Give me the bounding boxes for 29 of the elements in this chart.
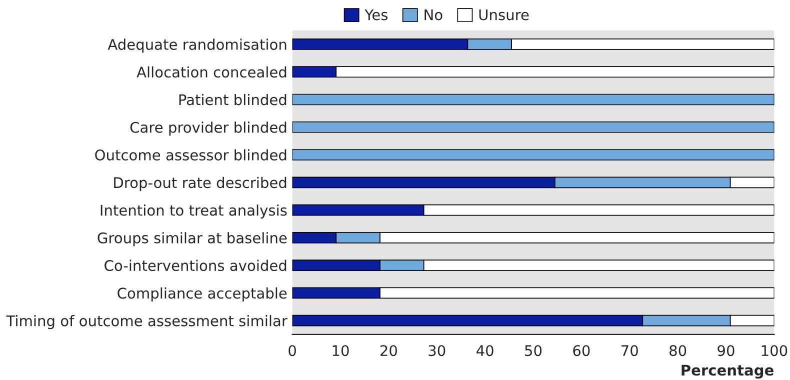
y-tick-label: Groups similar at baseline bbox=[98, 232, 287, 246]
y-tick-label: Patient blinded bbox=[179, 94, 286, 106]
x-tick-label: 90 bbox=[718, 345, 734, 356]
x-tick-label: 80 bbox=[670, 345, 686, 356]
x-tick-label: 30 bbox=[428, 345, 446, 356]
legend-label: Unsure bbox=[479, 9, 529, 20]
bar bbox=[292, 149, 774, 160]
y-tick-label: Allocation concealed bbox=[136, 66, 286, 78]
x-tick-label: 40 bbox=[476, 345, 494, 356]
y-tick-label: Co-interventions avoided bbox=[104, 260, 286, 272]
x-tick-label: 0 bbox=[288, 345, 296, 356]
y-tick-label: Compliance acceptable bbox=[118, 287, 287, 302]
bar bbox=[292, 121, 774, 133]
x-tick-label: 70 bbox=[622, 345, 638, 356]
y-tick-label: Care provider blinded bbox=[130, 122, 286, 136]
x-axis-title: Percentage bbox=[682, 364, 774, 379]
x-tick-label: 100 bbox=[762, 345, 788, 356]
legend-label: No bbox=[424, 9, 442, 20]
y-tick-label: Drop-out rate described bbox=[114, 176, 286, 191]
y-tick-label: Outcome assessor blinded bbox=[95, 149, 286, 161]
legend-label: Yes bbox=[364, 9, 388, 20]
y-tick-label: Timing of outcome assessment similar bbox=[6, 315, 288, 330]
x-tick-label: 50 bbox=[525, 345, 542, 356]
x-tick-label: 20 bbox=[380, 345, 397, 356]
y-tick-label: Intention to treat analysis bbox=[100, 204, 287, 219]
bar bbox=[292, 94, 774, 106]
x-tick-label: 60 bbox=[573, 345, 590, 356]
y-tick-label: Adequate randomisation bbox=[108, 38, 286, 53]
x-tick-label: 10 bbox=[332, 345, 349, 356]
